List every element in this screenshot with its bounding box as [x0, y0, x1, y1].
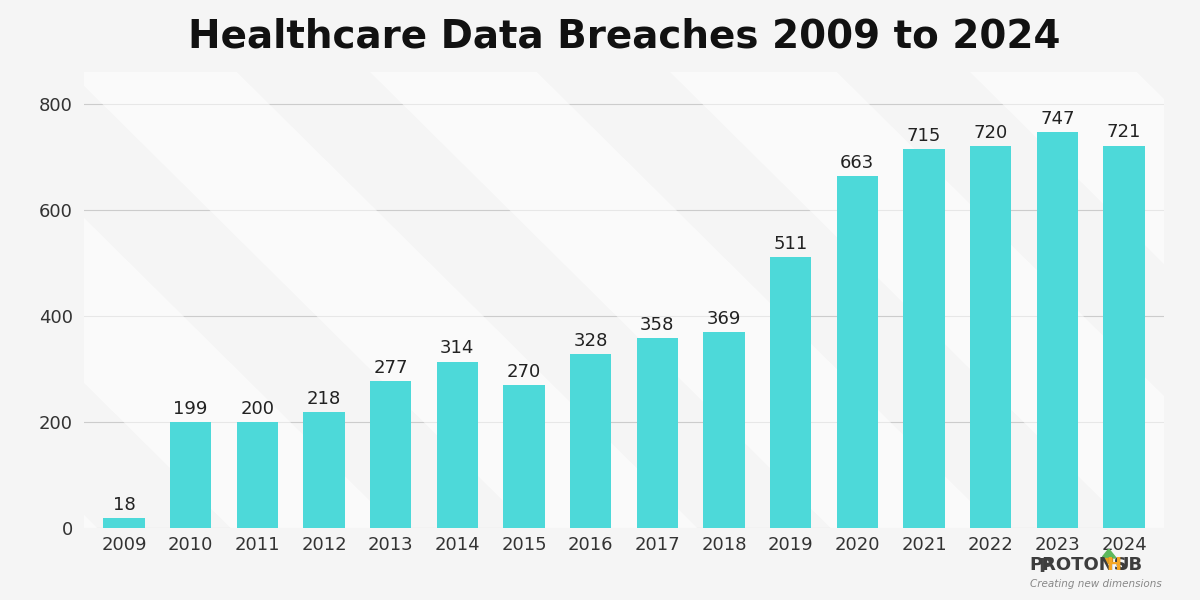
- Bar: [904, 149, 944, 528]
- Text: 720: 720: [973, 124, 1008, 142]
- Bar: [103, 518, 145, 528]
- Bar: [503, 385, 545, 528]
- Bar: [370, 381, 412, 528]
- Polygon shape: [0, 26, 424, 554]
- Text: 277: 277: [373, 359, 408, 377]
- Text: 715: 715: [907, 127, 941, 145]
- Text: 369: 369: [707, 310, 742, 328]
- Text: 199: 199: [174, 400, 208, 418]
- Text: 747: 747: [1040, 110, 1074, 128]
- Bar: [437, 362, 478, 528]
- Text: PROTONS: PROTONS: [1030, 556, 1127, 574]
- Text: H: H: [1106, 556, 1122, 574]
- Text: P: P: [1038, 557, 1052, 577]
- Text: 511: 511: [774, 235, 808, 253]
- Polygon shape: [1102, 549, 1116, 558]
- Text: 663: 663: [840, 154, 875, 172]
- Text: Creating new dimensions: Creating new dimensions: [1030, 579, 1162, 589]
- Polygon shape: [24, 26, 724, 554]
- Polygon shape: [0, 26, 124, 554]
- Polygon shape: [324, 26, 1024, 554]
- Text: 314: 314: [440, 339, 474, 357]
- Bar: [1103, 146, 1145, 528]
- Bar: [1037, 132, 1078, 528]
- Text: 358: 358: [640, 316, 674, 334]
- Text: 328: 328: [574, 332, 608, 350]
- Polygon shape: [624, 26, 1200, 554]
- Text: 721: 721: [1106, 124, 1141, 142]
- Text: UB: UB: [1115, 556, 1142, 574]
- Bar: [236, 422, 278, 528]
- Bar: [304, 412, 344, 528]
- Bar: [703, 332, 745, 528]
- Text: 200: 200: [240, 400, 275, 418]
- Text: 218: 218: [307, 390, 341, 408]
- Bar: [637, 338, 678, 528]
- Polygon shape: [924, 26, 1200, 554]
- Title: Healthcare Data Breaches 2009 to 2024: Healthcare Data Breaches 2009 to 2024: [187, 17, 1061, 55]
- Bar: [1105, 558, 1112, 564]
- Bar: [770, 257, 811, 528]
- Bar: [836, 176, 878, 528]
- Bar: [170, 422, 211, 528]
- Text: 18: 18: [113, 496, 136, 514]
- Text: 270: 270: [506, 362, 541, 380]
- Bar: [970, 146, 1012, 528]
- Bar: [570, 354, 611, 528]
